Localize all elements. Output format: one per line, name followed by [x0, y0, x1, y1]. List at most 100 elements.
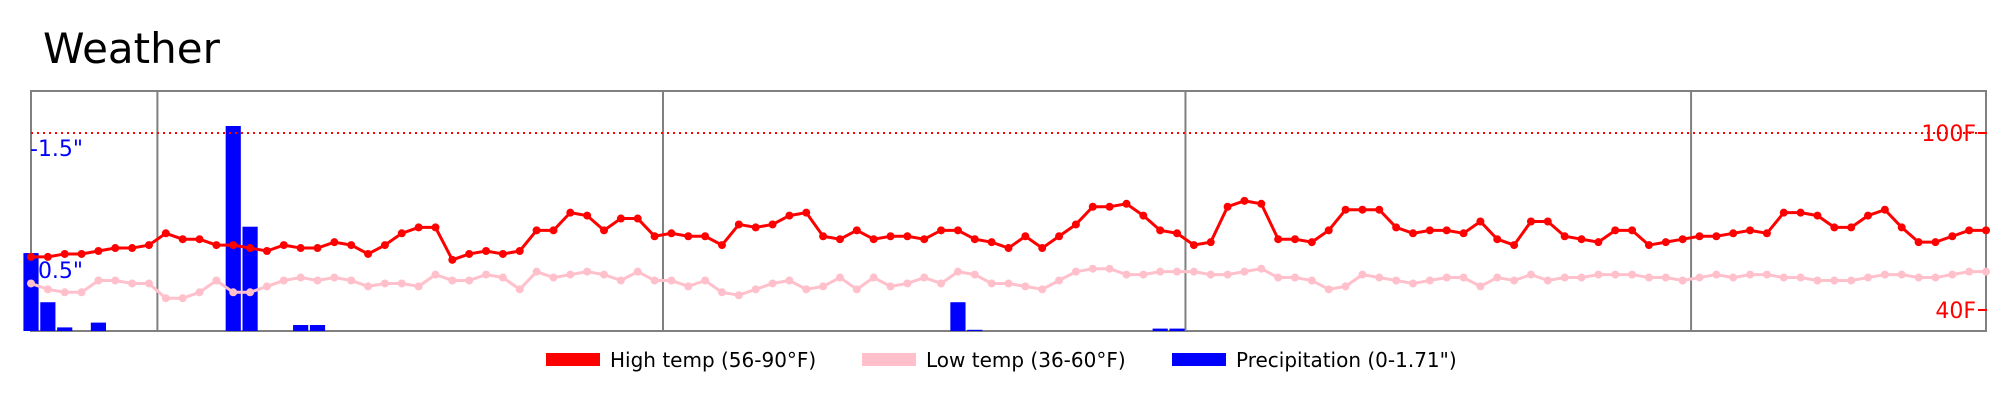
- legend-swatch-high: [546, 353, 600, 366]
- high-temp-point: [1880, 205, 1889, 214]
- low-temp-point: [246, 288, 255, 297]
- low-temp-point: [1830, 276, 1839, 285]
- high-temp-point: [1628, 226, 1637, 235]
- precip-bar: [309, 325, 326, 331]
- high-temp-point: [768, 220, 777, 229]
- high-temp-point: [296, 244, 305, 253]
- low-temp-point: [1004, 279, 1013, 288]
- high-temp-point: [212, 241, 221, 250]
- low-temp-point: [1628, 270, 1637, 279]
- high-temp-point: [903, 232, 912, 241]
- low-temp-point: [1223, 270, 1232, 279]
- high-temp-point: [1526, 217, 1535, 226]
- low-temp-point: [178, 294, 187, 303]
- high-temp-point: [583, 211, 592, 220]
- low-temp-point: [1796, 273, 1805, 282]
- high-temp-point: [1493, 235, 1502, 244]
- high-temp-point: [920, 235, 929, 244]
- legend: High temp (56-90°F) Low temp (36-60°F) P…: [546, 348, 1457, 372]
- low-temp-point: [1324, 285, 1333, 294]
- high-temp-point: [1661, 238, 1670, 247]
- low-temp-point: [330, 273, 339, 282]
- low-temp-point: [1493, 273, 1502, 282]
- high-temp-point: [1577, 235, 1586, 244]
- high-temp-point: [1375, 205, 1384, 214]
- low-temp-point: [835, 273, 844, 282]
- high-temp-point: [650, 232, 659, 241]
- high-temp-point: [566, 208, 575, 217]
- high-temp-point: [1021, 232, 1030, 241]
- high-temp-point: [549, 226, 558, 235]
- high-temp-point: [667, 229, 676, 238]
- low-temp-point: [1965, 267, 1974, 276]
- high-temp-point: [1071, 220, 1080, 229]
- legend-label-low: Low temp (36-60°F): [926, 348, 1126, 372]
- high-temp-point: [1510, 241, 1519, 250]
- low-temp-point: [262, 282, 271, 291]
- low-temp-point: [1864, 273, 1873, 282]
- high-temp-point: [1864, 211, 1873, 220]
- low-temp-point: [785, 276, 794, 285]
- low-temp-point: [397, 279, 406, 288]
- plot-border: [30, 90, 1987, 332]
- high-temp-point: [600, 226, 609, 235]
- low-temp-point: [852, 285, 861, 294]
- low-temp-point: [1931, 273, 1940, 282]
- low-temp-point: [1948, 270, 1957, 279]
- high-temp-point: [532, 226, 541, 235]
- low-temp-point: [482, 270, 491, 279]
- high-temp-point: [1257, 199, 1266, 208]
- low-temp-point: [1307, 276, 1316, 285]
- high-temp-point: [498, 249, 507, 258]
- high-temp-series: [27, 196, 1990, 264]
- legend-swatch-precip: [1172, 353, 1226, 366]
- low-temp-point: [296, 273, 305, 282]
- high-temp-point: [852, 226, 861, 235]
- low-temp-point: [1156, 267, 1165, 276]
- low-temp-point: [650, 276, 659, 285]
- low-temp-point: [1392, 276, 1401, 285]
- low-temp-point: [1257, 264, 1266, 273]
- high-temp-point: [1729, 229, 1738, 238]
- low-temp-point: [802, 285, 811, 294]
- low-temp-point: [60, 288, 69, 297]
- low-temp-point: [229, 288, 238, 297]
- low-temp-point: [27, 279, 35, 288]
- plot-frame: [30, 90, 1987, 332]
- high-temp-point: [684, 232, 693, 241]
- high-temp-point: [1442, 226, 1451, 235]
- high-temp-point: [482, 247, 491, 255]
- high-temp-point: [616, 214, 625, 223]
- high-temp-point: [111, 244, 120, 253]
- high-temp-point: [1560, 232, 1569, 241]
- high-temp-point: [178, 235, 187, 244]
- high-temp-point: [1611, 226, 1620, 235]
- high-temp-point: [1240, 196, 1249, 205]
- low-temp-point: [886, 282, 895, 291]
- high-temp-point: [1931, 238, 1940, 247]
- high-temp-point: [1139, 211, 1148, 220]
- high-temp-point: [60, 249, 69, 258]
- chart-title: Weather: [43, 24, 221, 73]
- low-temp-point: [1695, 273, 1704, 282]
- low-temp-point: [1189, 267, 1198, 276]
- high-temp-point: [1291, 235, 1300, 244]
- precip-bar: [90, 322, 106, 331]
- high-temp-point: [1408, 229, 1417, 238]
- low-temp-point: [1644, 273, 1653, 282]
- high-temp-point: [1897, 223, 1906, 232]
- high-temp-point: [751, 223, 760, 232]
- low-temp-point: [1173, 267, 1182, 276]
- legend-swatch-low: [862, 353, 916, 366]
- high-temp-point: [94, 247, 103, 255]
- low-temp-point: [1088, 264, 1097, 273]
- low-temp-point: [43, 285, 52, 294]
- high-temp-point: [1038, 244, 1047, 253]
- high-temp-point: [1695, 232, 1704, 241]
- high-temp-point: [1392, 223, 1401, 232]
- low-temp-point: [1476, 282, 1485, 291]
- high-temp-point: [364, 249, 373, 258]
- high-temp-point: [262, 247, 271, 255]
- precip-label-top: -1.5": [30, 137, 83, 162]
